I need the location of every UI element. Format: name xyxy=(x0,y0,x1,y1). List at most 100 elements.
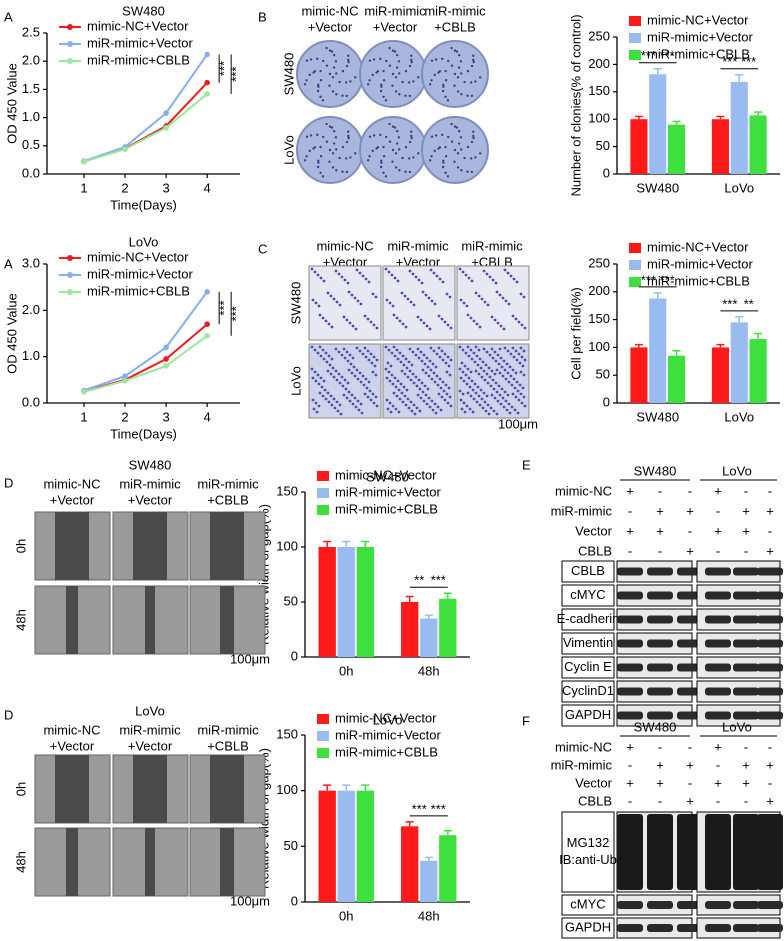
y-tick-label: 50 xyxy=(284,838,298,853)
colony xyxy=(366,159,370,162)
colony xyxy=(397,60,401,63)
y-tick-label: 150 xyxy=(588,83,610,98)
colony xyxy=(382,95,385,98)
cell xyxy=(476,385,480,389)
band-label: IB:anti-Ub xyxy=(559,852,617,867)
cell xyxy=(310,267,314,271)
cell xyxy=(398,319,402,323)
cell xyxy=(484,409,488,413)
column-header: +Vector xyxy=(50,492,95,507)
cell xyxy=(394,407,398,411)
colony xyxy=(408,140,412,144)
band xyxy=(733,901,759,909)
band xyxy=(757,663,783,672)
colony xyxy=(319,79,323,82)
cell xyxy=(416,393,420,397)
group-label: SW480 xyxy=(634,719,677,734)
cell xyxy=(358,371,362,375)
cell xyxy=(350,393,354,397)
condition-sign: - xyxy=(658,543,662,558)
cell xyxy=(429,368,433,372)
cell xyxy=(462,379,466,383)
colony xyxy=(345,64,349,68)
cell xyxy=(312,407,316,411)
panel-letter: C xyxy=(258,241,267,256)
cell xyxy=(329,372,333,376)
cell xyxy=(521,364,525,368)
colony xyxy=(332,66,336,69)
cell xyxy=(493,318,497,322)
bar xyxy=(337,790,355,902)
colony xyxy=(395,142,399,145)
colony xyxy=(384,175,388,178)
cell xyxy=(324,319,328,323)
cell xyxy=(460,361,464,365)
panel-letter: D xyxy=(4,707,13,722)
cell xyxy=(449,404,453,408)
legend-label: mimic-NC+Vector xyxy=(335,710,437,725)
band xyxy=(733,687,759,696)
cell xyxy=(501,396,505,400)
cell xyxy=(316,351,320,355)
cell xyxy=(519,292,523,296)
bar xyxy=(401,826,419,902)
condition-sign: + xyxy=(714,483,722,498)
cell xyxy=(520,323,524,327)
colony xyxy=(322,135,325,139)
colony xyxy=(331,76,335,79)
cell xyxy=(369,398,373,402)
condition-label: miR-mimic xyxy=(551,503,613,518)
cell xyxy=(502,405,506,409)
colony xyxy=(335,72,338,75)
bar xyxy=(711,119,729,174)
significance-label: *** xyxy=(229,306,244,321)
cell xyxy=(480,297,484,301)
micrograph xyxy=(382,265,456,341)
chart-title: SW480 xyxy=(366,469,409,484)
colony xyxy=(380,83,383,86)
error-bar xyxy=(405,821,414,827)
series-line xyxy=(83,53,208,162)
chart-title: LoVo xyxy=(129,234,159,249)
colony xyxy=(404,94,407,97)
legend-swatch xyxy=(317,731,329,741)
y-tick-label: 2.0 xyxy=(22,302,40,317)
colony xyxy=(328,72,332,76)
condition-sign: - xyxy=(716,757,720,772)
point xyxy=(204,333,210,339)
cell xyxy=(446,323,450,327)
cell xyxy=(334,369,338,373)
cell xyxy=(372,355,376,359)
colony xyxy=(456,90,460,93)
cell xyxy=(399,360,403,364)
cell xyxy=(398,351,402,355)
legend-swatch xyxy=(629,16,641,26)
cell xyxy=(474,345,478,349)
cell xyxy=(328,363,332,367)
column-header: miR-mimic xyxy=(387,238,449,253)
cell xyxy=(440,395,444,399)
colony xyxy=(368,79,371,82)
cell xyxy=(433,380,437,384)
scale-bar-label: 100μm xyxy=(498,416,538,431)
cell xyxy=(423,362,427,366)
band xyxy=(757,711,783,720)
colony xyxy=(345,94,349,98)
colony xyxy=(382,155,386,158)
cell xyxy=(523,404,527,408)
cell xyxy=(406,375,410,379)
cell xyxy=(418,409,422,413)
colony xyxy=(398,169,401,172)
colony xyxy=(325,140,329,143)
band-label-box xyxy=(561,632,615,655)
error-bar xyxy=(754,111,763,116)
colony xyxy=(459,60,463,63)
cell xyxy=(314,401,318,405)
cell xyxy=(416,347,420,351)
series-line xyxy=(83,335,208,393)
colony xyxy=(453,148,457,152)
cell xyxy=(346,281,350,285)
colony xyxy=(338,156,341,160)
colony xyxy=(382,79,386,82)
band xyxy=(757,567,783,576)
